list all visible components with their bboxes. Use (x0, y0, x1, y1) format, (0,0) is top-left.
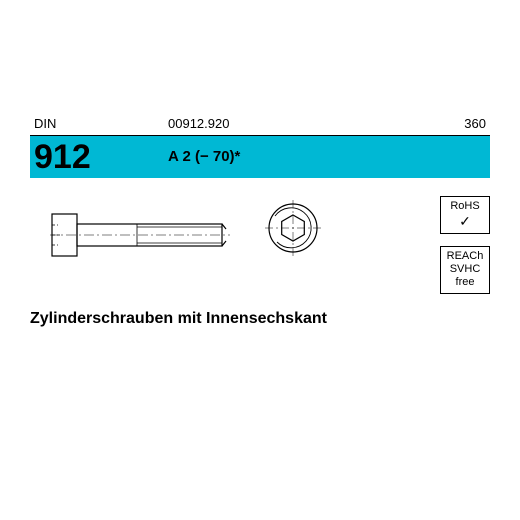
diagram-area: RoHS ✓ REACh SVHC free (30, 178, 490, 308)
product-code: 00912.920 (168, 116, 430, 131)
material-spec: A 2 (− 70)* (168, 136, 490, 178)
title-row: 912 A 2 (− 70)* (30, 136, 490, 178)
rohs-label: RoHS (441, 200, 489, 213)
product-description: Zylinderschrauben mit Innensechskant (30, 310, 327, 328)
standard-label: DIN (30, 116, 168, 131)
reach-badge: REACh SVHC free (440, 246, 490, 294)
page-number: 360 (430, 116, 490, 131)
header-row: DIN 00912.920 360 (30, 112, 490, 136)
din-number: 912 (30, 136, 168, 178)
screw-side-view-icon (50, 208, 230, 268)
check-icon: ✓ (441, 213, 489, 230)
screw-front-view-icon (265, 200, 321, 256)
reach-label-1: REACh (441, 250, 489, 263)
reach-label-3: free (441, 276, 489, 289)
rohs-badge: RoHS ✓ (440, 196, 490, 234)
reach-label-2: SVHC (441, 263, 489, 276)
